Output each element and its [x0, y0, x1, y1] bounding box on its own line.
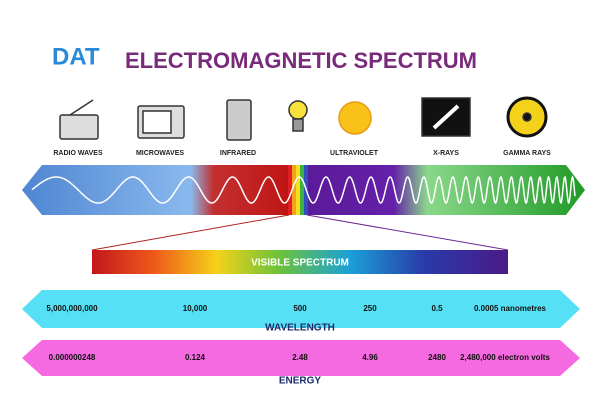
band-label: INFRARED — [220, 150, 256, 157]
wavelength-arrow — [22, 290, 580, 328]
energy-value: 2.48 — [292, 353, 308, 362]
radio-antenna — [69, 99, 94, 116]
stripe — [300, 165, 304, 215]
stripe — [292, 165, 296, 215]
wavelength-value: 5,000,000,000 — [46, 304, 98, 313]
visible-stripe — [288, 165, 308, 215]
energy-label: ENERGY — [279, 376, 322, 387]
wavelength-value: 250 — [363, 304, 377, 313]
wavelength-value: 10,000 — [183, 304, 208, 313]
bulb-icon — [288, 100, 308, 120]
stripe — [288, 165, 292, 215]
wavelength-value: 0.5 — [431, 304, 443, 313]
wave — [31, 175, 576, 205]
wavelength-label: WAVELENGTH — [265, 323, 335, 334]
icons — [59, 96, 548, 141]
title: ELECTROMAGNETIC SPECTRUM — [125, 48, 477, 73]
radio-icon — [59, 114, 99, 140]
energy-value: 4.96 — [362, 353, 378, 362]
wavelength-value: 500 — [293, 304, 307, 313]
stripe — [296, 165, 300, 215]
band-label: X-RAYS — [433, 150, 459, 157]
energy-arrow — [22, 340, 580, 376]
band-labels: RADIO WAVES MICROWAVES INFRARED ULTRAVIOLET… — [53, 150, 551, 157]
energy-value: 0.000000248 — [49, 353, 96, 362]
logo: DAT — [52, 43, 100, 70]
xray-bone — [432, 104, 460, 130]
wavelength-value: 0.0005 nanometres — [474, 304, 547, 313]
connector — [91, 214, 290, 251]
energy-value: 2,480,000 electron volts — [460, 353, 550, 362]
remote-icon — [226, 99, 252, 141]
visible-bar — [92, 250, 508, 274]
sun-icon — [338, 101, 372, 135]
radiation-center — [522, 112, 532, 122]
band-label: ULTRAVIOLET — [330, 150, 379, 157]
band-label: RADIO WAVES — [53, 150, 103, 157]
bulb-base — [292, 118, 304, 132]
band-label: MICROWAVES — [136, 150, 184, 157]
energy-value: 0.124 — [185, 353, 206, 362]
visible-label: VISIBLE SPECTRUM — [251, 258, 349, 269]
microwave-door — [142, 110, 172, 134]
scale-values: 5,000,000,000 10,000 500 250 0.5 0.0005 nanom… — [46, 304, 550, 362]
band-label: GAMMA RAYS — [503, 150, 551, 157]
energy-value: 2480 — [428, 353, 446, 362]
connector — [306, 214, 509, 251]
header: DAT ELECTROMAGNETIC SPECTRUM — [52, 43, 477, 72]
